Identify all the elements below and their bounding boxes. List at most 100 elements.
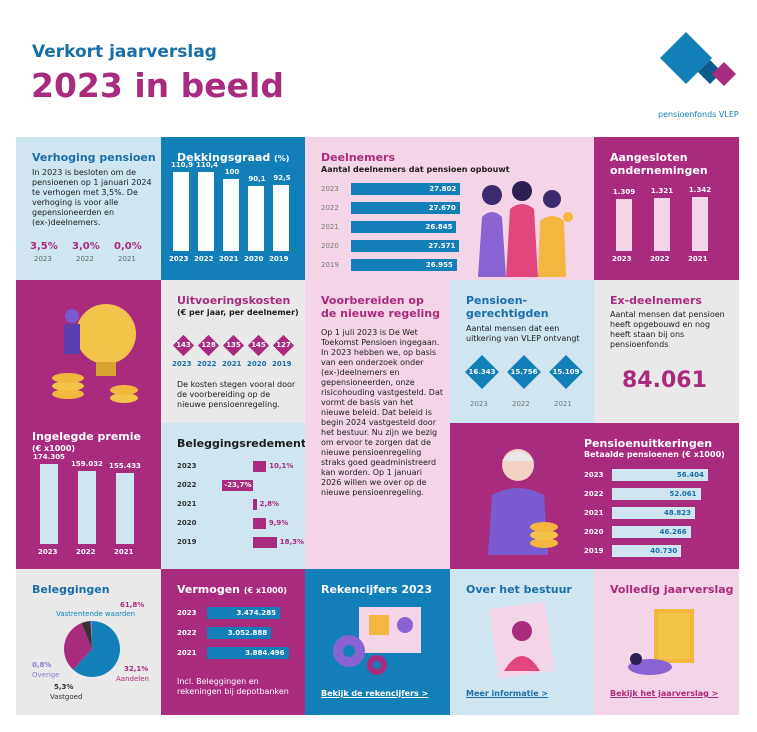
- exdeelnemers-text: Aantal mensen dat pensioen heeft opgebou…: [610, 310, 725, 349]
- dekking-bar: [248, 186, 264, 251]
- dekkingsgraad-title: Dekkingsgraad (%): [177, 151, 289, 165]
- premie-unit: (€ x1000): [32, 444, 76, 453]
- vermogen-year: 2022: [177, 629, 197, 637]
- pie-label-name: Vastgoed: [50, 693, 83, 701]
- deelnemers-year: 2021: [321, 223, 339, 231]
- dekking-year: 2019: [269, 255, 289, 263]
- aangesloten-bar: [654, 198, 670, 251]
- deelnemers-label: 26.955: [425, 261, 453, 269]
- exdeelnemers-value: 84.061: [622, 368, 707, 393]
- uitkeringen-year: 2022: [584, 490, 604, 498]
- premie-bar: [116, 472, 134, 544]
- vermogen-bar: [207, 627, 272, 639]
- beleggingen-pie: [63, 621, 120, 677]
- tile-exdeelnemers: Ex-deelnemers Aantal mensen dat pensioen…: [594, 280, 739, 423]
- vermogen-year: 2021: [177, 649, 197, 657]
- uitkeringen-year: 2021: [584, 509, 604, 517]
- verhoging-title: Verhoging pensioen: [32, 151, 156, 164]
- aangesloten-year: 2023: [612, 255, 632, 263]
- gerechtigden-text: Aantal mensen dat een uitkering van VLEP…: [466, 324, 580, 343]
- aangesloten-year: 2021: [688, 255, 708, 263]
- tile-uitkeringen: Pensioenuitkeringen Betaalde pensioenen …: [450, 423, 739, 569]
- dekking-year: 2020: [244, 255, 264, 263]
- uitkeringen-label: 48.823: [663, 509, 691, 517]
- uitkeringen-year: 2019: [584, 547, 604, 555]
- people-illustration: [470, 177, 580, 277]
- dekking-label: 110,4: [196, 160, 219, 169]
- uitvoering-title: Uitvoeringskosten: [177, 294, 291, 307]
- rendement-year: 2022: [177, 481, 197, 489]
- rendement-bar: [222, 480, 253, 491]
- vermogen-label: 3.052.888: [227, 629, 268, 637]
- book-illustration: [624, 603, 714, 683]
- vermogen-year: 2023: [177, 609, 197, 617]
- pie-slice: [81, 621, 92, 649]
- rendement-label: 2,8%: [259, 500, 280, 508]
- uitvoering-year: 2019: [272, 360, 292, 368]
- rendement-year: 2020: [177, 519, 197, 527]
- dekking-label: 90,1: [248, 175, 266, 184]
- uitvoering-value: 143: [176, 341, 191, 349]
- deelnemers-bar: [351, 183, 461, 195]
- jaarverslag-link[interactable]: Bekijk het jaarverslag >: [610, 689, 719, 698]
- uitvoering-subtitle: (€ per jaar, per deelnemer): [177, 308, 299, 317]
- uitvoering-value: 135: [226, 341, 241, 349]
- bestuur-link[interactable]: Meer informatie >: [466, 689, 549, 698]
- pie-label-value: 0,8%: [32, 661, 52, 669]
- dekking-year: 2023: [169, 255, 189, 263]
- pie-slice: [90, 621, 92, 649]
- rendement-title: Beleggingsredement: [177, 437, 305, 450]
- dekkingsgraad-title-text: Dekkingsgraad: [177, 151, 271, 164]
- uitkeringen-bar: [612, 488, 701, 500]
- vermogen-title-text: Vermogen: [177, 583, 240, 596]
- voorbereiden-title: Voorbereiden op de nieuwe regeling: [321, 294, 440, 320]
- pie-label-name: Vastrentende waarden: [56, 610, 136, 618]
- verhoging-year: 2022: [76, 255, 94, 263]
- deelnemers-label: 26.845: [425, 223, 453, 231]
- lightbulb-illustration: [46, 294, 146, 414]
- gerechtigden-value: 15.109: [552, 368, 580, 376]
- verhoging-value: 0,0%: [114, 241, 142, 252]
- deelnemers-bar: [351, 240, 460, 252]
- premie-label: 155.433: [109, 461, 141, 470]
- uitkeringen-bar: [612, 545, 682, 557]
- gears-illustration: [329, 601, 429, 681]
- aangesloten-label: 1.309: [612, 187, 636, 196]
- rendement-year: 2021: [177, 500, 197, 508]
- uitkeringen-label: 52.061: [669, 490, 697, 498]
- gerechtigden-title: Pensioen-gerechtigden: [466, 294, 549, 320]
- uitkeringen-year: 2023: [584, 471, 604, 479]
- deelnemers-year: 2020: [321, 242, 339, 250]
- vermogen-title: Vermogen (€ x1000): [177, 583, 287, 597]
- dekking-label: 100: [224, 168, 240, 177]
- gerechtigden-year: 2023: [470, 400, 488, 408]
- uitvoering-value: 145: [251, 341, 266, 349]
- deelnemers-subtitle: Aantal deelnemers dat pensioen opbouwt: [321, 165, 510, 174]
- pie-slice: [73, 621, 120, 677]
- deelnemers-label: 27.802: [429, 185, 457, 193]
- deelnemers-bar: [351, 259, 457, 271]
- rekencijfers-link[interactable]: Bekijk de rekencijfers >: [321, 689, 429, 698]
- uitvoering-year: 2021: [222, 360, 242, 368]
- tile-aangesloten: Aangesloten ondernemingen 1.309 2023 1.321…: [594, 137, 739, 280]
- tile-rendement: Beleggingsredement 2023 10,1% 2022 -23,7% 20…: [161, 423, 305, 569]
- verhoging-year: 2021: [118, 255, 136, 263]
- tile-vermogen: Vermogen (€ x1000) 2023 3.474.285 2022 3.05…: [161, 569, 305, 715]
- vermogen-unit: (€ x1000): [243, 586, 287, 595]
- tile-rekencijfers: Rekencijfers 2023 Bekijk de rekencijfers…: [305, 569, 450, 715]
- uitkeringen-title: Pensioenuitkeringen: [584, 437, 713, 450]
- rendement-year: 2019: [177, 538, 197, 546]
- premie-year: 2023: [38, 548, 58, 556]
- deelnemers-label: 27.571: [428, 242, 456, 250]
- gerechtigden-value: 15.756: [510, 368, 538, 376]
- elderly-illustration: [474, 435, 564, 555]
- tile-dekkingsgraad: Dekkingsgraad (%) 110,9 2023 110,4 2022 100 2…: [161, 137, 305, 280]
- dekking-year: 2021: [219, 255, 239, 263]
- vermogen-label: 3.474.285: [236, 609, 276, 617]
- deelnemers-label: 27.670: [428, 204, 456, 212]
- deelnemers-year: 2023: [321, 185, 339, 193]
- tile-gerechtigden: Pensioen-gerechtigden Aantal mensen dat …: [450, 280, 594, 423]
- vermogen-bar: [207, 607, 280, 619]
- uitkeringen-label: 40.730: [650, 547, 678, 555]
- rekencijfers-title: Rekencijfers 2023: [321, 583, 432, 596]
